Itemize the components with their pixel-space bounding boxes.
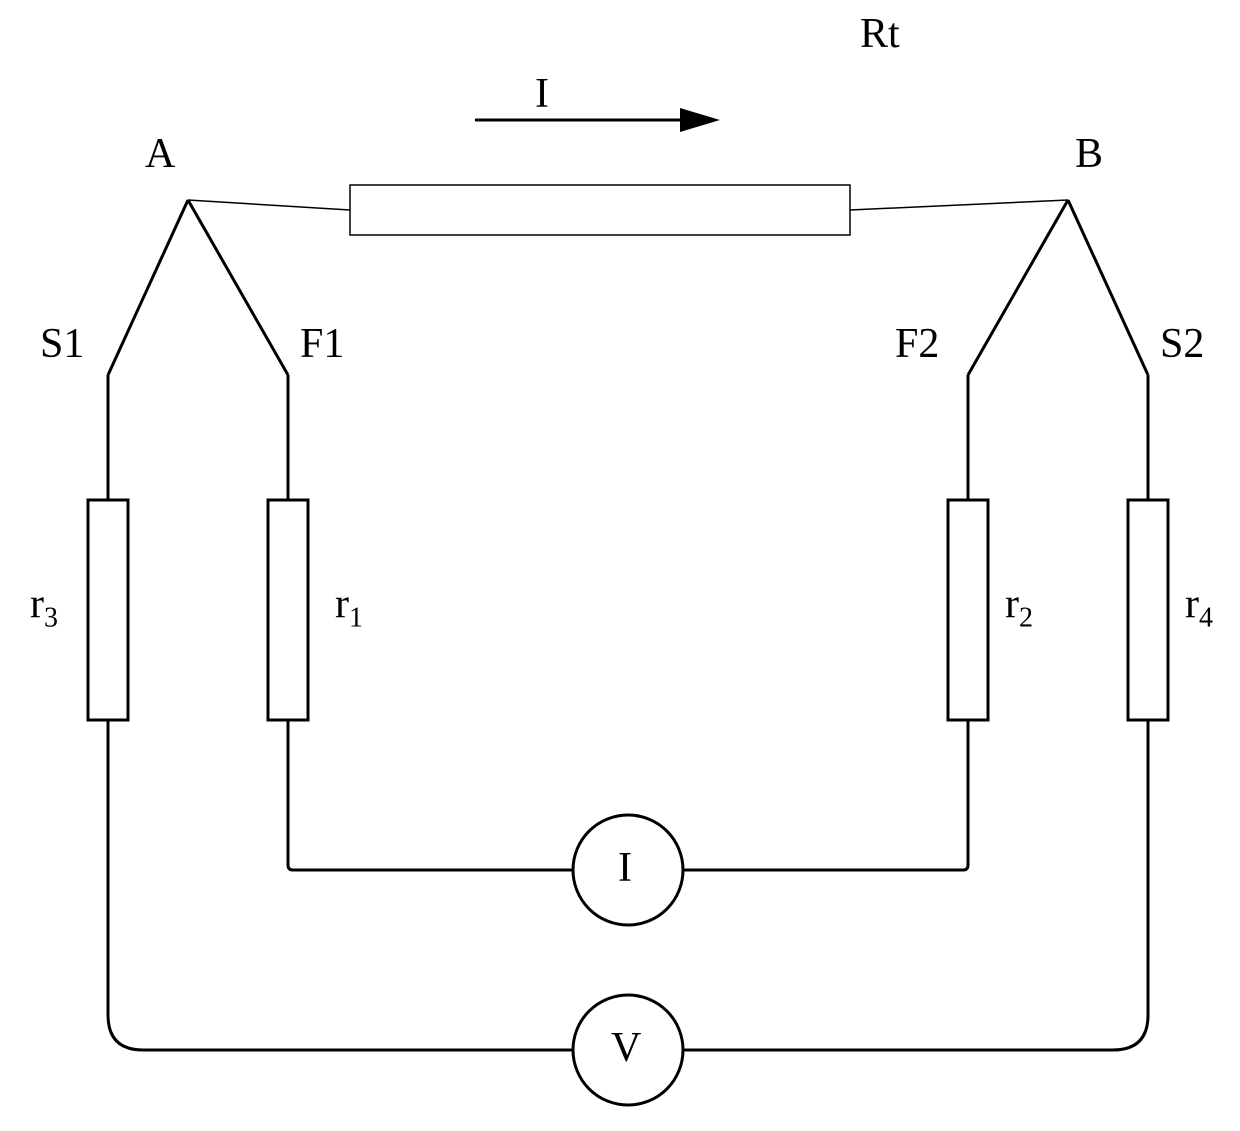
label-a: A: [145, 130, 175, 178]
r3-resistor: [88, 500, 128, 720]
label-rt: Rt: [860, 10, 900, 58]
wire-r1-imeter: [288, 720, 573, 870]
r4-resistor: [1128, 500, 1168, 720]
label-r2: r2: [1005, 580, 1033, 634]
label-s2: S2: [1160, 320, 1204, 368]
wire-a-rt: [188, 200, 350, 210]
label-r1: r1: [335, 580, 363, 634]
wire-a-s1: [108, 200, 188, 375]
r1-resistor: [268, 500, 308, 720]
wire-b-s2: [1068, 200, 1148, 375]
wire-rt-b: [850, 200, 1068, 210]
ammeter-label: I: [618, 844, 632, 892]
wire-a-f1: [188, 200, 288, 375]
voltmeter-label: V: [611, 1024, 641, 1072]
r2-resistor: [948, 500, 988, 720]
label-s1: S1: [40, 320, 84, 368]
label-b: B: [1075, 130, 1103, 178]
label-f2: F2: [895, 320, 939, 368]
label-r3: r3: [30, 580, 58, 634]
current-arrow-head: [680, 108, 720, 132]
label-r4: r4: [1185, 580, 1213, 634]
circuit-diagram: [0, 0, 1240, 1131]
label-f1: F1: [300, 320, 344, 368]
wire-imeter-r2: [683, 720, 968, 870]
wire-r3-vmeter: [108, 720, 573, 1050]
wire-vmeter-r4: [683, 720, 1148, 1050]
rt-resistor: [350, 185, 850, 235]
wire-b-f2: [968, 200, 1068, 375]
label-i-arrow: I: [535, 70, 549, 118]
